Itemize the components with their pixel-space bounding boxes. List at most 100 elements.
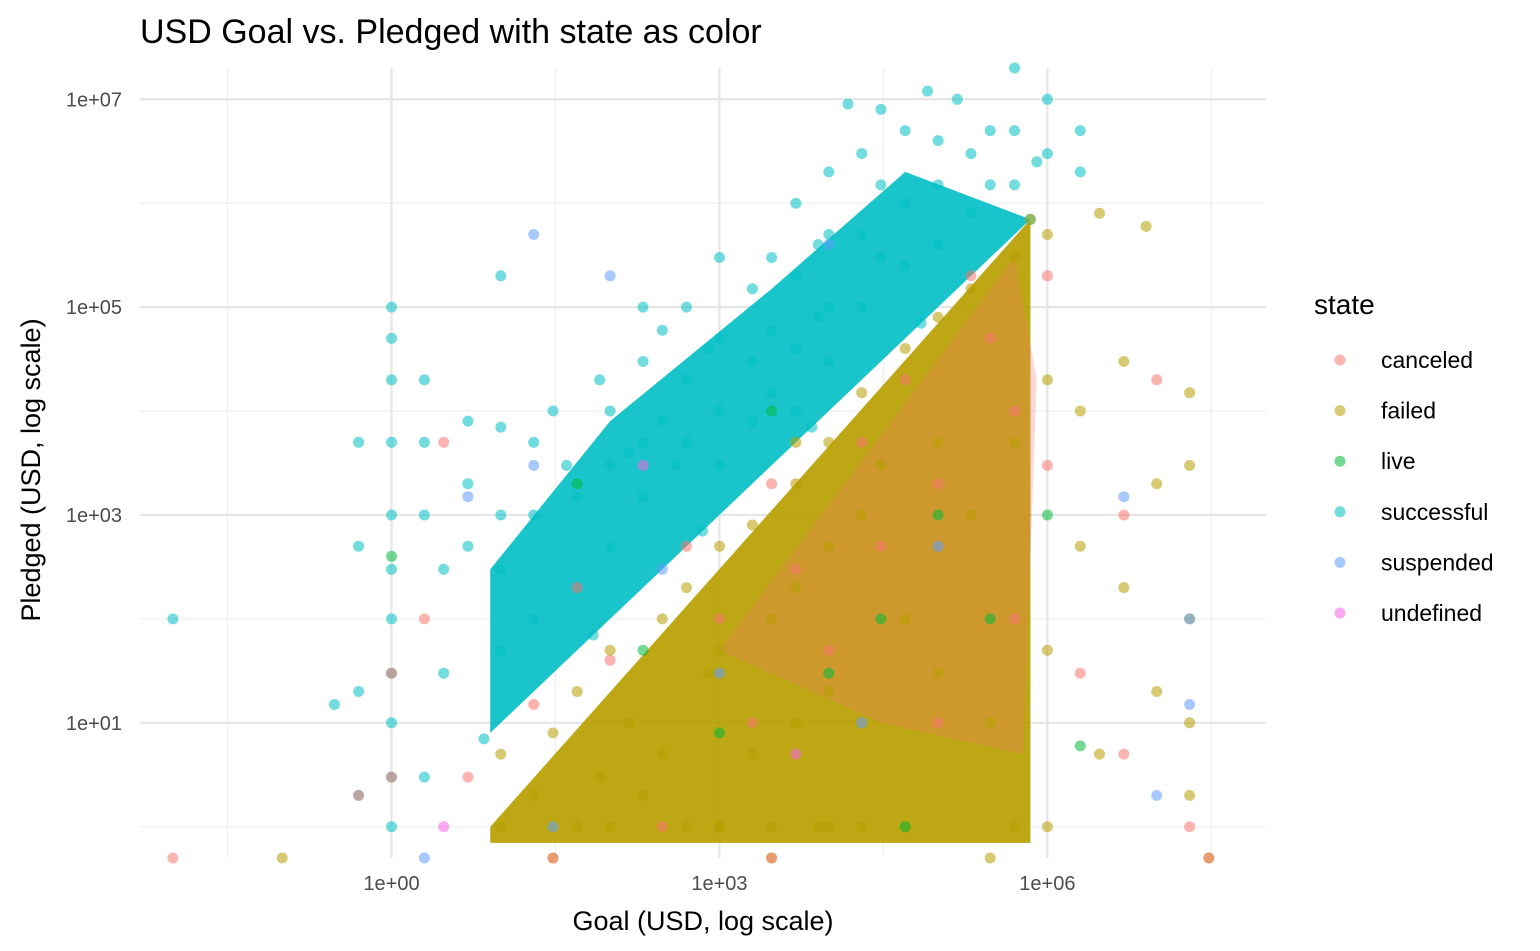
point-successful (714, 405, 725, 417)
point-failed (1009, 252, 1020, 263)
point-successful (823, 356, 835, 367)
point-successful (495, 270, 507, 282)
point-failed (547, 727, 559, 739)
point-failed (823, 686, 835, 697)
point-undefined (637, 459, 649, 471)
point-successful (353, 540, 365, 552)
point-successful (842, 98, 854, 110)
point-failed (856, 387, 868, 399)
point-successful (418, 436, 430, 448)
point-successful (790, 197, 802, 209)
point-successful (875, 252, 887, 263)
point-successful (823, 229, 835, 240)
point-canceled (1074, 667, 1086, 679)
point-live (932, 509, 944, 521)
point-successful (681, 374, 692, 386)
point-suspended (1118, 491, 1130, 503)
point-suspended (547, 821, 559, 833)
x-tick-label: 1e+06 (1019, 873, 1075, 895)
point-successful (386, 563, 397, 575)
point-successful (932, 239, 944, 251)
point-successful (1009, 62, 1020, 74)
point-failed (714, 540, 725, 552)
y-tick-label: 1e+05 (66, 297, 122, 319)
point-successful (386, 613, 397, 625)
point-successful (637, 491, 649, 503)
chart-title: USD Goal vs. Pledged with state as color (140, 13, 762, 51)
point-failed (790, 582, 802, 594)
data-points (167, 62, 1215, 864)
point-successful (386, 374, 397, 386)
point-successful (899, 197, 911, 209)
legend: state canceled failed live successful suspen… (1314, 289, 1494, 626)
point-successful (462, 540, 474, 552)
point-successful (637, 436, 649, 448)
point-successful (604, 459, 616, 471)
point-canceled (462, 771, 474, 783)
point-failed (1009, 821, 1020, 833)
point-successful (812, 239, 824, 251)
point-successful (386, 301, 397, 313)
point-canceled (984, 332, 996, 344)
point-failed (656, 613, 668, 625)
point-failed (1118, 582, 1130, 594)
legend-label-suspended: suspended (1381, 549, 1494, 575)
point-failed (1151, 478, 1163, 490)
point-successful (790, 405, 802, 417)
point-successful (418, 509, 430, 521)
point-successful (856, 148, 868, 160)
point-successful (746, 356, 758, 367)
point-successful (418, 374, 430, 386)
point-successful (806, 421, 818, 433)
point-successful (386, 436, 397, 448)
point-canceled (1151, 374, 1163, 386)
point-live (875, 613, 887, 625)
point-failed (681, 821, 692, 833)
point-successful (438, 667, 450, 679)
point-successful (1009, 179, 1020, 191)
point-canceled (823, 644, 835, 656)
point-live (823, 667, 835, 679)
point-failed (1074, 540, 1086, 552)
point-failed (1140, 220, 1152, 232)
point-successful (746, 283, 758, 295)
point-failed (1094, 207, 1105, 219)
point-suspended (1184, 699, 1196, 710)
point-failed (1184, 459, 1196, 471)
point-canceled (1118, 748, 1130, 760)
point-failed (932, 436, 944, 448)
point-successful (714, 252, 725, 263)
point-successful (856, 301, 868, 313)
point-canceled (932, 717, 944, 729)
point-successful (528, 509, 540, 521)
point-successful (462, 415, 474, 427)
point-canceled (875, 540, 887, 552)
legend-key-failed (1334, 405, 1346, 417)
x-axis-tick-labels: 1e+00 1e+03 1e+06 (363, 873, 1075, 895)
point-successful (1074, 166, 1086, 178)
point-failed (790, 478, 802, 490)
point-failed (746, 748, 758, 760)
point-suspended (856, 717, 868, 729)
legend-key-successful (1334, 506, 1346, 518)
point-successful (438, 563, 450, 575)
point-failed (823, 821, 835, 833)
point-successful (714, 332, 725, 344)
point-failed (766, 613, 778, 625)
point-canceled (547, 852, 559, 864)
point-successful (328, 699, 340, 710)
point-successful (984, 179, 996, 191)
point-failed (766, 821, 778, 833)
point-canceled (790, 563, 802, 575)
point-failed (604, 821, 616, 833)
point-canceled (965, 270, 977, 282)
point-canceled (899, 374, 911, 386)
point-failed (656, 748, 668, 760)
point-failed (1009, 436, 1020, 448)
point-successful (875, 103, 887, 115)
point-successful (637, 356, 649, 367)
point-successful (1041, 93, 1053, 105)
point-failed (899, 613, 911, 625)
point-failed (856, 821, 868, 833)
